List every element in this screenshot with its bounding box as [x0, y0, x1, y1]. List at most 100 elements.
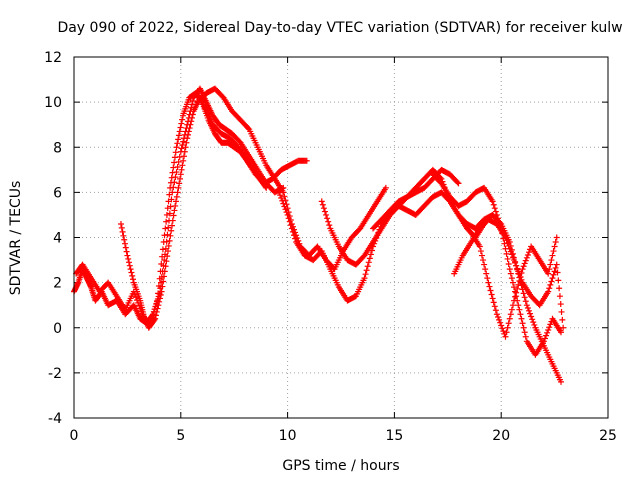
data-point — [490, 299, 497, 306]
data-point — [162, 263, 169, 270]
data-point — [175, 132, 182, 139]
grid-lines — [74, 57, 608, 418]
data-point — [121, 236, 128, 243]
data-point — [283, 209, 290, 216]
data-point — [174, 140, 181, 147]
data-point — [155, 283, 162, 290]
data-point — [183, 139, 190, 146]
data-point — [174, 189, 181, 196]
data-point — [481, 261, 488, 268]
data-point — [182, 144, 189, 151]
data-point — [504, 324, 511, 331]
data-point — [168, 222, 175, 229]
data-point — [129, 272, 136, 279]
data-point — [303, 157, 310, 164]
x-tick-label: 20 — [492, 428, 510, 444]
data-point — [517, 273, 524, 280]
data-point — [167, 184, 174, 191]
data-point — [292, 235, 299, 242]
data-point — [319, 201, 326, 208]
data-point — [186, 125, 193, 132]
data-point — [499, 325, 506, 332]
data-point — [503, 250, 510, 257]
data-point — [126, 262, 133, 269]
data-point — [503, 329, 510, 336]
data-point — [482, 266, 489, 273]
data-point — [366, 255, 373, 262]
data-point — [152, 303, 159, 310]
data-point — [548, 278, 555, 285]
data-point — [512, 293, 519, 300]
data-point — [150, 311, 157, 318]
data-point — [550, 271, 557, 278]
data-point — [189, 97, 196, 104]
data-point — [551, 243, 558, 250]
data-point — [286, 218, 293, 225]
data-point — [505, 242, 512, 249]
data-point — [514, 285, 521, 292]
y-tick-label: 8 — [53, 140, 62, 156]
data-point — [127, 266, 134, 273]
data-point — [185, 128, 192, 135]
data-point — [516, 306, 523, 313]
data-point — [520, 263, 527, 270]
data-point — [492, 208, 499, 215]
data-point — [525, 307, 532, 314]
y-tick-label: 6 — [53, 185, 62, 201]
data-point — [485, 279, 492, 286]
data-point — [509, 302, 516, 309]
data-point — [159, 253, 166, 260]
data-point — [363, 267, 370, 274]
data-point — [489, 198, 496, 205]
data-point — [132, 294, 139, 301]
data-point — [513, 289, 520, 296]
data-point — [555, 277, 562, 284]
data-point — [523, 254, 530, 261]
data-point — [245, 125, 252, 132]
data-point — [160, 278, 167, 285]
data-point — [558, 329, 565, 336]
data-point — [515, 268, 522, 275]
data-point — [508, 251, 515, 258]
data-point — [559, 316, 566, 323]
data-point — [524, 251, 531, 258]
data-point — [505, 261, 512, 268]
data-point — [543, 332, 550, 339]
data-point — [170, 212, 177, 219]
series-sat-f — [318, 166, 496, 268]
data-point — [287, 222, 294, 229]
data-point — [171, 154, 178, 161]
data-point — [502, 234, 509, 241]
y-tick-label: -2 — [48, 366, 62, 382]
data-point — [556, 293, 563, 300]
data-point — [119, 228, 126, 235]
data-point — [180, 138, 187, 145]
data-point — [179, 116, 186, 123]
data-point — [163, 218, 170, 225]
data-point — [362, 271, 369, 278]
data-point — [506, 315, 513, 322]
data-point — [118, 224, 125, 231]
data-point — [493, 211, 500, 218]
data-point — [506, 245, 513, 252]
data-point — [544, 329, 551, 336]
series-sat-b — [73, 94, 310, 331]
data-point — [498, 322, 505, 329]
data-point — [121, 240, 128, 247]
data-point — [508, 306, 515, 313]
data-point — [509, 254, 516, 261]
data-point — [478, 252, 485, 259]
data-point — [326, 222, 333, 229]
data-point — [493, 311, 500, 318]
data-point — [504, 240, 511, 247]
axis-ticks: 0 5 10 15 20 25 -4 -2 0 2 4 6 8 10 12 — [44, 50, 617, 444]
x-axis-label: GPS time / hours — [282, 458, 399, 474]
data-point — [176, 128, 183, 135]
data-point — [172, 202, 179, 209]
x-tick-label: 10 — [279, 428, 297, 444]
data-point — [171, 207, 178, 214]
data-point — [522, 298, 529, 305]
data-point — [155, 290, 162, 297]
data-point — [323, 211, 330, 218]
data-point — [178, 166, 185, 173]
